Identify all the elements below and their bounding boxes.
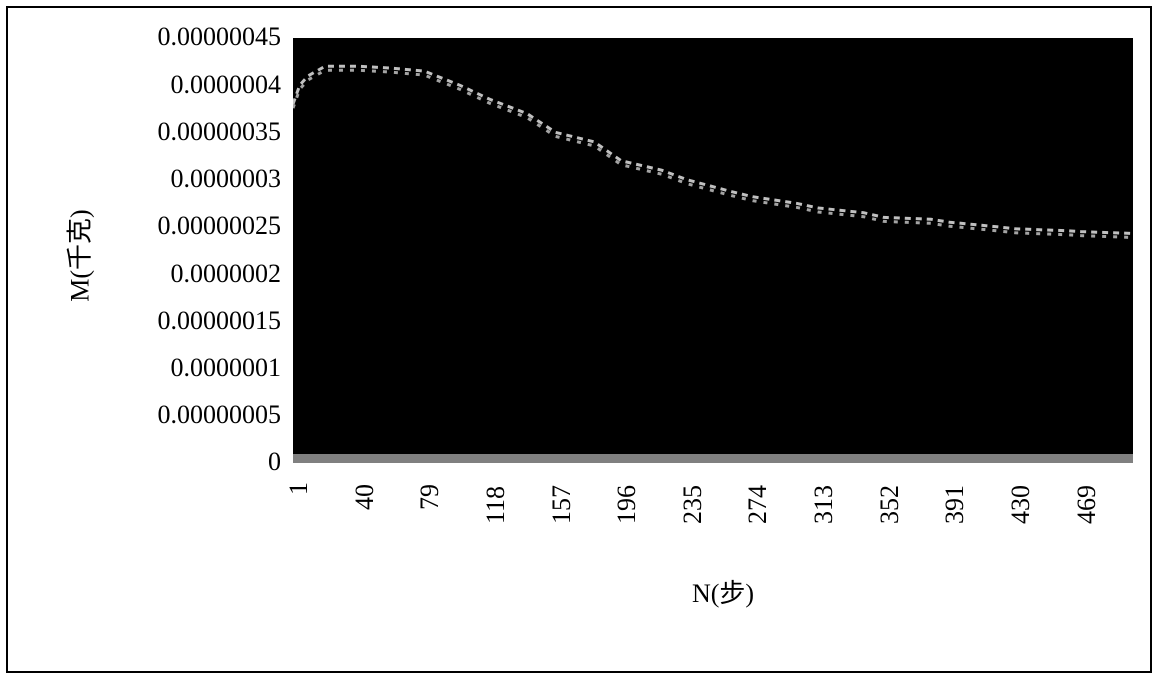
y-tick-label: 0.00000005: [8, 400, 281, 430]
x-tick-label: 157: [547, 485, 577, 524]
x-tick-label: 352: [875, 485, 905, 524]
x-tick-label: 469: [1072, 485, 1102, 524]
series-line-shadow: [293, 70, 1133, 237]
y-tick-label: 0.0000001: [8, 353, 281, 383]
y-axis-label: M(千克): [60, 195, 97, 315]
y-tick-label: 0.00000015: [8, 306, 281, 336]
y-tick-label: 0.0000002: [8, 259, 281, 289]
x-tick-label: 79: [415, 484, 445, 510]
x-tick-label: 391: [940, 485, 970, 524]
x-tick-label: 235: [678, 485, 708, 524]
series-line: [293, 66, 1133, 233]
line-series: [293, 38, 1133, 463]
y-tick-label: 0.00000025: [8, 211, 281, 241]
y-tick-label: 0.00000035: [8, 117, 281, 147]
y-tick-label: 0: [8, 447, 281, 477]
chart-frame: 0 0.00000005 0.0000001 0.00000015 0.0000002 0…: [6, 6, 1152, 673]
x-tick-label: 40: [350, 484, 380, 510]
x-tick-label: 196: [612, 485, 642, 524]
x-axis-label: N(步): [663, 573, 783, 610]
x-tick-label: 274: [743, 485, 773, 524]
x-tick-label: 430: [1006, 485, 1036, 524]
chart-container: 0 0.00000005 0.0000001 0.00000015 0.0000002 0…: [8, 8, 1150, 671]
x-tick-label: 118: [481, 486, 511, 524]
x-tick-label: 313: [809, 485, 839, 524]
y-tick-label: 0.0000003: [8, 164, 281, 194]
plot-area: [293, 38, 1133, 463]
y-tick-label: 0.00000045: [8, 22, 281, 52]
x-tick-label: 1: [284, 482, 314, 495]
y-tick-label: 0.0000004: [8, 70, 281, 100]
